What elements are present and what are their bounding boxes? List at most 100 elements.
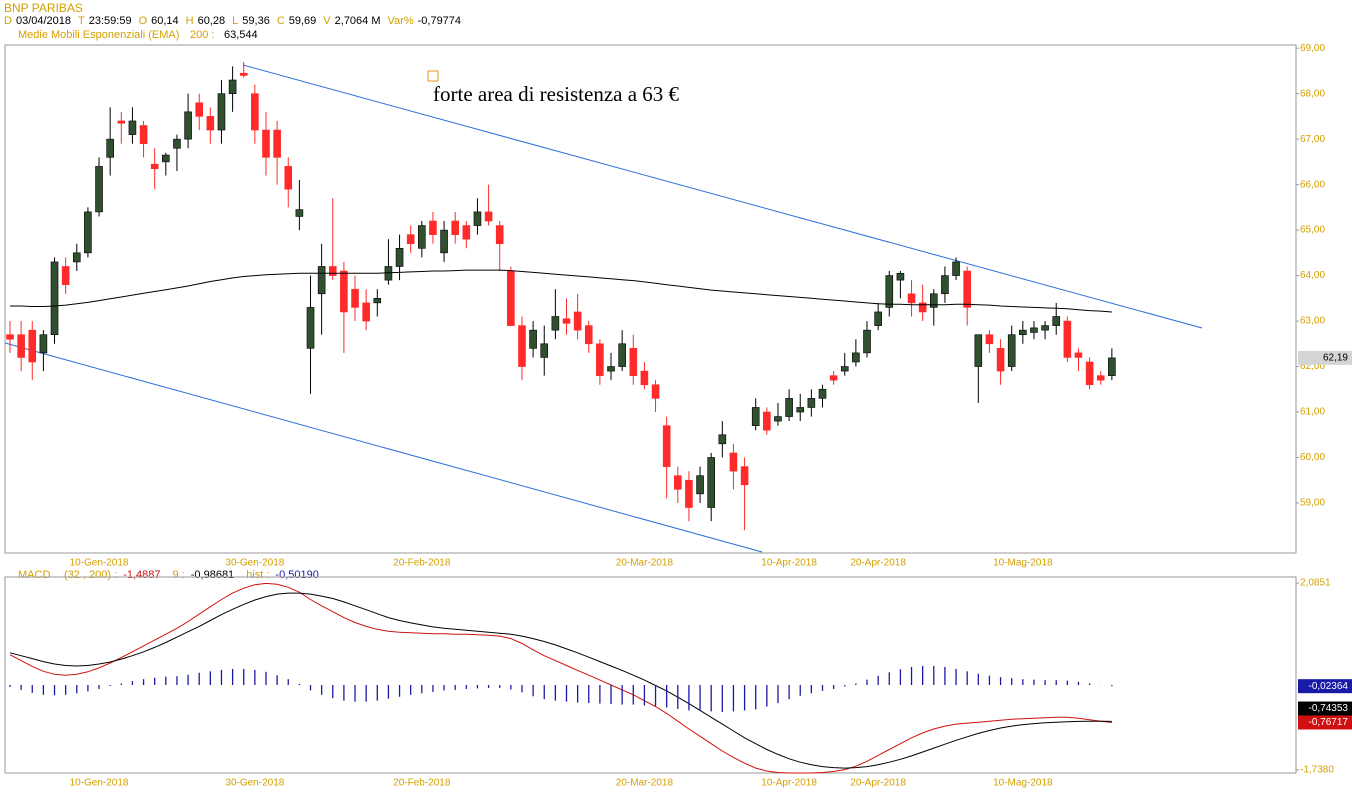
info-value: 60,28: [197, 15, 226, 27]
candle-body: [251, 93, 259, 131]
candle-body: [696, 475, 704, 495]
candle-body: [673, 475, 682, 490]
candle-body: [629, 348, 638, 376]
candle-body: [774, 416, 782, 422]
candle-body: [128, 120, 137, 135]
legend-reading: 63,544: [224, 29, 258, 41]
candle-body: [473, 211, 482, 226]
candle-body: [61, 266, 70, 285]
x-tick-label: 20-Apr-2018: [850, 778, 906, 789]
candle-body: [306, 307, 315, 349]
y-tick-label: 61,00: [1300, 407, 1325, 418]
macd-panel: [4, 576, 1297, 774]
candle-body: [785, 398, 793, 417]
x-tick-label: 10-Mag-2018: [993, 558, 1053, 569]
candle-body: [896, 273, 905, 281]
x-tick-label: 10-Apr-2018: [761, 778, 817, 789]
candle-body: [1108, 357, 1116, 376]
price-panel: [4, 44, 1297, 554]
candle-body: [518, 325, 526, 367]
candle-body: [1030, 327, 1038, 333]
annotation-marker: [427, 70, 439, 82]
y-tick-label: 65,00: [1300, 225, 1325, 236]
last-value-box: [1298, 350, 1352, 365]
trendline: [242, 64, 1203, 329]
candle-body: [763, 411, 771, 431]
candle-body: [918, 302, 927, 313]
candle-body: [418, 225, 426, 249]
candle-body: [362, 302, 370, 322]
info-bar: D 03/04/2018 T 23:59:59 O 60,14 H 60,28 L 59,36 C 5…: [4, 15, 464, 28]
candle-body: [84, 211, 92, 254]
candle-body: [1052, 316, 1061, 326]
legend-entry: 9 :: [172, 569, 185, 581]
candle-body: [262, 129, 270, 158]
candle-body: [162, 154, 170, 163]
candle-body: [406, 234, 415, 245]
trendline: [4, 342, 763, 553]
x-tick-label: 10-Gen-2018: [70, 558, 129, 569]
x-tick-label: 20-Mar-2018: [616, 558, 674, 569]
candle-body: [929, 293, 938, 308]
x-tick-label: 30-Gen-2018: [225, 778, 284, 789]
x-tick-label: 20-Feb-2018: [393, 778, 451, 789]
candle-body: [440, 229, 448, 254]
ema-line: [10, 269, 1112, 313]
candle-body: [718, 434, 727, 445]
candle-body: [1085, 361, 1094, 386]
candle-body: [495, 225, 504, 245]
candle-body: [295, 209, 304, 217]
candle-body: [340, 270, 348, 313]
candle-body: [907, 293, 916, 304]
candle-body: [217, 93, 226, 131]
y-tick-label: 63,00: [1300, 316, 1325, 327]
candle-body: [39, 334, 48, 354]
candle-body: [239, 72, 248, 76]
candle-body: [651, 384, 660, 399]
candle-body: [72, 252, 81, 263]
x-tick-label: 20-Apr-2018: [850, 558, 906, 569]
candle-body: [273, 129, 281, 158]
last-value-box: [1298, 715, 1352, 730]
candle-body: [507, 270, 515, 326]
info-label: Var%: [387, 15, 414, 27]
candle-body: [1063, 320, 1072, 358]
candle-body: [874, 311, 882, 326]
candle-body: [529, 329, 537, 349]
last-value-box: [1298, 679, 1352, 694]
x-tick-label: 10-Gen-2018: [70, 778, 129, 789]
candle-body: [562, 318, 571, 324]
candle-body: [551, 316, 560, 331]
candle-body: [317, 266, 326, 295]
y-tick-label: 59,00: [1300, 498, 1325, 509]
y-tick-label: 67,00: [1300, 134, 1325, 145]
candle-body: [707, 457, 715, 508]
candle-body: [373, 298, 382, 304]
candle-body: [117, 120, 126, 124]
y-tick-label: 62,00: [1300, 361, 1325, 372]
candle-body: [95, 166, 103, 213]
candle-body: [1074, 352, 1083, 358]
macd-title: MACD: [18, 569, 51, 581]
legend-reading: -1,4887: [123, 569, 161, 581]
candle-body: [840, 366, 849, 372]
candle-body: [685, 479, 693, 508]
last-value-box: [1298, 701, 1352, 716]
candle-body: [6, 334, 14, 340]
candle-body: [607, 366, 615, 372]
legend-period: 200 :: [190, 29, 215, 41]
x-tick-label: 30-Gen-2018: [225, 558, 284, 569]
candle-body: [328, 266, 337, 276]
candle-body: [807, 398, 816, 408]
candle-body: [139, 125, 148, 144]
info-label: V: [323, 15, 331, 27]
candle-body: [540, 343, 549, 358]
candle-body: [996, 348, 1005, 372]
candle-body: [1007, 334, 1016, 367]
info-label: L: [232, 15, 239, 27]
candle-body: [596, 343, 604, 376]
candle-body: [740, 466, 749, 486]
y-tick-label: 66,00: [1300, 179, 1325, 190]
candle-body: [106, 138, 114, 158]
